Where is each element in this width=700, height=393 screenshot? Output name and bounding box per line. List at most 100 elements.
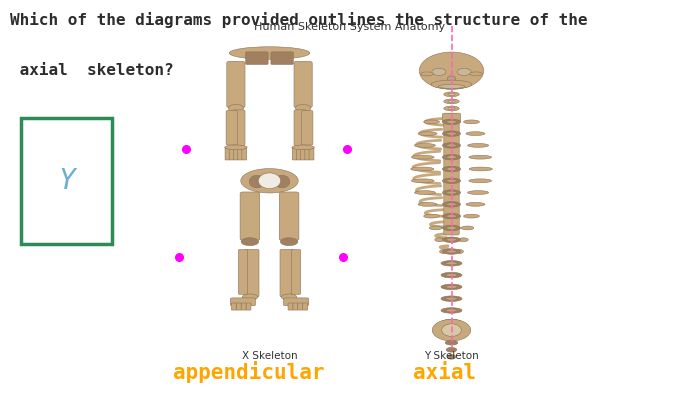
FancyBboxPatch shape	[241, 303, 246, 310]
Ellipse shape	[444, 113, 459, 118]
Ellipse shape	[461, 226, 474, 230]
Ellipse shape	[466, 202, 485, 206]
FancyBboxPatch shape	[305, 148, 309, 160]
Ellipse shape	[448, 107, 455, 110]
Ellipse shape	[447, 250, 456, 253]
Ellipse shape	[435, 238, 444, 242]
Ellipse shape	[414, 143, 435, 147]
FancyBboxPatch shape	[242, 148, 247, 160]
Text: axial  skeleton?: axial skeleton?	[10, 63, 174, 78]
Ellipse shape	[258, 173, 281, 189]
Ellipse shape	[446, 262, 457, 265]
Ellipse shape	[442, 166, 461, 172]
Ellipse shape	[442, 131, 461, 136]
FancyBboxPatch shape	[301, 148, 305, 160]
Ellipse shape	[441, 261, 462, 266]
Ellipse shape	[441, 272, 462, 278]
Ellipse shape	[447, 215, 456, 218]
Ellipse shape	[414, 191, 435, 195]
Ellipse shape	[442, 213, 461, 219]
Ellipse shape	[442, 249, 461, 254]
FancyBboxPatch shape	[293, 303, 298, 310]
FancyBboxPatch shape	[442, 113, 461, 123]
Ellipse shape	[441, 296, 462, 301]
FancyBboxPatch shape	[234, 148, 238, 160]
Ellipse shape	[447, 167, 456, 171]
Ellipse shape	[411, 167, 434, 171]
FancyBboxPatch shape	[227, 61, 245, 108]
Ellipse shape	[249, 175, 265, 188]
FancyBboxPatch shape	[231, 303, 236, 310]
Ellipse shape	[446, 297, 457, 300]
Ellipse shape	[447, 203, 456, 206]
Ellipse shape	[444, 106, 459, 111]
Ellipse shape	[441, 308, 462, 313]
Ellipse shape	[444, 99, 459, 104]
Ellipse shape	[442, 202, 461, 207]
Ellipse shape	[442, 178, 461, 184]
Ellipse shape	[447, 226, 456, 230]
Ellipse shape	[448, 93, 455, 95]
Ellipse shape	[419, 52, 484, 89]
FancyBboxPatch shape	[245, 249, 259, 297]
Ellipse shape	[463, 214, 480, 218]
Ellipse shape	[274, 175, 290, 188]
FancyBboxPatch shape	[230, 298, 256, 306]
Ellipse shape	[447, 76, 456, 81]
FancyBboxPatch shape	[293, 148, 297, 160]
FancyBboxPatch shape	[284, 298, 309, 306]
Ellipse shape	[456, 250, 463, 253]
Text: X Skeleton: X Skeleton	[241, 351, 298, 361]
Ellipse shape	[468, 143, 489, 147]
FancyBboxPatch shape	[292, 250, 301, 294]
Ellipse shape	[446, 309, 457, 312]
Ellipse shape	[295, 105, 311, 112]
Ellipse shape	[442, 237, 461, 242]
Ellipse shape	[447, 144, 456, 147]
FancyBboxPatch shape	[303, 303, 308, 310]
Ellipse shape	[228, 105, 244, 112]
FancyBboxPatch shape	[225, 148, 230, 160]
FancyBboxPatch shape	[298, 303, 303, 310]
FancyBboxPatch shape	[280, 249, 294, 297]
Ellipse shape	[446, 274, 457, 277]
Ellipse shape	[418, 132, 437, 136]
Ellipse shape	[442, 324, 461, 336]
Ellipse shape	[230, 47, 309, 59]
FancyBboxPatch shape	[294, 110, 307, 145]
Ellipse shape	[429, 226, 442, 230]
Ellipse shape	[466, 132, 485, 136]
Ellipse shape	[469, 167, 492, 171]
Ellipse shape	[441, 284, 462, 290]
Ellipse shape	[446, 321, 457, 324]
Ellipse shape	[433, 319, 470, 341]
Ellipse shape	[458, 238, 468, 242]
Ellipse shape	[444, 92, 459, 97]
Ellipse shape	[441, 320, 462, 325]
Ellipse shape	[448, 100, 455, 103]
Ellipse shape	[470, 72, 482, 76]
Ellipse shape	[447, 156, 456, 159]
FancyBboxPatch shape	[279, 192, 299, 240]
Ellipse shape	[424, 120, 440, 124]
Ellipse shape	[280, 238, 298, 246]
Ellipse shape	[241, 169, 298, 193]
Ellipse shape	[412, 155, 434, 159]
Ellipse shape	[445, 340, 458, 345]
Ellipse shape	[463, 120, 480, 124]
Text: appendicular: appendicular	[173, 361, 324, 383]
FancyBboxPatch shape	[297, 148, 302, 160]
Ellipse shape	[447, 347, 456, 352]
Ellipse shape	[447, 120, 456, 123]
Ellipse shape	[447, 179, 456, 182]
Ellipse shape	[292, 145, 314, 150]
Ellipse shape	[442, 119, 461, 125]
FancyBboxPatch shape	[288, 303, 293, 310]
Ellipse shape	[442, 143, 461, 148]
Ellipse shape	[447, 354, 456, 359]
FancyBboxPatch shape	[236, 303, 241, 310]
FancyBboxPatch shape	[21, 118, 112, 244]
FancyBboxPatch shape	[230, 148, 234, 160]
Text: Which of the diagrams provided outlines the structure of the: Which of the diagrams provided outlines …	[10, 12, 588, 28]
Text: Human Skeleton System Anatomy: Human Skeleton System Anatomy	[254, 22, 446, 31]
